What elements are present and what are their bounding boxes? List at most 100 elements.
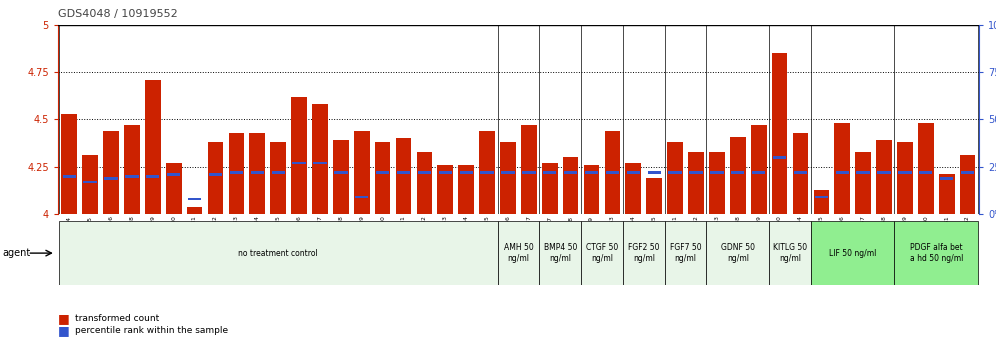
- Bar: [416, 152, 432, 214]
- Text: BMP4 50
ng/ml: BMP4 50 ng/ml: [544, 244, 577, 263]
- Bar: [501, 171, 515, 174]
- Bar: [375, 171, 389, 174]
- Bar: [521, 125, 537, 214]
- Text: no treatment control: no treatment control: [238, 249, 318, 258]
- Bar: [84, 181, 97, 183]
- Bar: [815, 196, 828, 199]
- Bar: [856, 152, 871, 214]
- Bar: [354, 131, 370, 214]
- Bar: [814, 189, 830, 214]
- Bar: [646, 178, 662, 214]
- Bar: [62, 114, 77, 214]
- Bar: [606, 171, 620, 174]
- Bar: [105, 177, 118, 179]
- Bar: [270, 142, 286, 214]
- Bar: [961, 171, 974, 174]
- Bar: [647, 171, 661, 174]
- Text: GDS4048 / 10919552: GDS4048 / 10919552: [58, 9, 177, 19]
- Text: agent: agent: [2, 248, 30, 258]
- Bar: [772, 53, 788, 214]
- Bar: [374, 142, 390, 214]
- Text: ■: ■: [58, 325, 70, 337]
- Bar: [563, 157, 579, 214]
- Bar: [333, 140, 349, 214]
- Bar: [458, 165, 474, 214]
- Bar: [794, 171, 807, 174]
- Bar: [230, 171, 243, 174]
- FancyBboxPatch shape: [498, 221, 539, 285]
- Bar: [876, 140, 891, 214]
- Bar: [605, 131, 621, 214]
- Text: FGF2 50
ng/ml: FGF2 50 ng/ml: [628, 244, 659, 263]
- Bar: [773, 156, 786, 159]
- Bar: [564, 171, 578, 174]
- Bar: [688, 152, 704, 214]
- Bar: [939, 175, 954, 214]
- Bar: [293, 162, 306, 164]
- Bar: [83, 155, 98, 214]
- FancyBboxPatch shape: [811, 221, 894, 285]
- FancyBboxPatch shape: [706, 221, 769, 285]
- Bar: [584, 165, 600, 214]
- Bar: [438, 171, 452, 174]
- Bar: [836, 171, 849, 174]
- Text: AMH 50
ng/ml: AMH 50 ng/ml: [504, 244, 533, 263]
- Bar: [751, 125, 767, 214]
- Bar: [731, 171, 744, 174]
- Text: FGF7 50
ng/ml: FGF7 50 ng/ml: [669, 244, 701, 263]
- FancyBboxPatch shape: [59, 221, 498, 285]
- Bar: [667, 142, 683, 214]
- Bar: [543, 171, 557, 174]
- Bar: [251, 171, 264, 174]
- Bar: [63, 175, 76, 178]
- Bar: [291, 97, 307, 214]
- Bar: [104, 131, 119, 214]
- FancyBboxPatch shape: [894, 221, 978, 285]
- Bar: [335, 171, 348, 174]
- Bar: [209, 173, 222, 176]
- Bar: [312, 104, 328, 214]
- Bar: [187, 207, 202, 214]
- Text: PDGF alfa bet
a hd 50 ng/ml: PDGF alfa bet a hd 50 ng/ml: [909, 244, 963, 263]
- Bar: [437, 165, 453, 214]
- Bar: [940, 177, 953, 179]
- Bar: [626, 171, 640, 174]
- Bar: [146, 175, 159, 178]
- Bar: [835, 123, 850, 214]
- Bar: [207, 142, 223, 214]
- Bar: [585, 171, 599, 174]
- Bar: [125, 175, 138, 178]
- Bar: [395, 138, 411, 214]
- Bar: [710, 171, 723, 174]
- FancyBboxPatch shape: [539, 221, 581, 285]
- Bar: [752, 171, 765, 174]
- Bar: [625, 163, 641, 214]
- Bar: [479, 131, 495, 214]
- Bar: [417, 171, 431, 174]
- Bar: [709, 152, 725, 214]
- Text: CTGF 50
ng/ml: CTGF 50 ng/ml: [586, 244, 619, 263]
- FancyBboxPatch shape: [622, 221, 664, 285]
- Bar: [668, 171, 681, 174]
- Bar: [272, 171, 285, 174]
- Bar: [459, 171, 473, 174]
- Bar: [396, 171, 410, 174]
- Bar: [480, 171, 494, 174]
- Bar: [919, 171, 932, 174]
- Bar: [228, 133, 244, 214]
- FancyBboxPatch shape: [664, 221, 706, 285]
- Bar: [960, 155, 975, 214]
- Bar: [918, 123, 933, 214]
- Bar: [542, 163, 558, 214]
- Text: LIF 50 ng/ml: LIF 50 ng/ml: [829, 249, 876, 258]
- Text: ■: ■: [58, 312, 70, 325]
- Bar: [689, 171, 702, 174]
- Bar: [167, 173, 180, 176]
- Bar: [356, 196, 369, 199]
- Bar: [145, 80, 160, 214]
- Bar: [877, 171, 890, 174]
- Bar: [188, 198, 201, 200]
- Bar: [897, 142, 912, 214]
- Text: KITLG 50
ng/ml: KITLG 50 ng/ml: [773, 244, 807, 263]
- Bar: [124, 125, 139, 214]
